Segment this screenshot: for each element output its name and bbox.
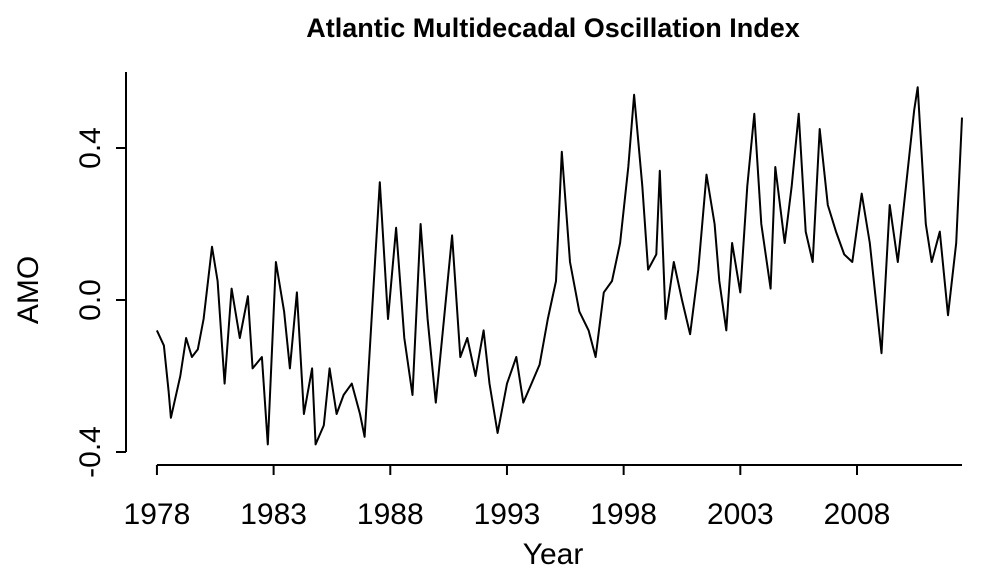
- y-tick-label: 0.0: [74, 279, 107, 321]
- y-tick-label: 0.4: [74, 127, 107, 169]
- data-line: [155, 86, 963, 446]
- x-tick-label: 2003: [707, 498, 774, 531]
- x-tick-label: 1993: [474, 498, 541, 531]
- chart-title: Atlantic Multidecadal Oscillation Index: [306, 13, 800, 43]
- x-tick-label: 1983: [240, 498, 307, 531]
- y-tick-label: -0.4: [74, 426, 107, 478]
- x-tick-label: 2008: [824, 498, 891, 531]
- x-axis-label: Year: [523, 538, 584, 571]
- x-tick-label: 1988: [357, 498, 424, 531]
- x-tick-label: 1978: [124, 498, 191, 531]
- y-axis-label: AMO: [12, 256, 45, 324]
- x-tick-label: 1998: [590, 498, 657, 531]
